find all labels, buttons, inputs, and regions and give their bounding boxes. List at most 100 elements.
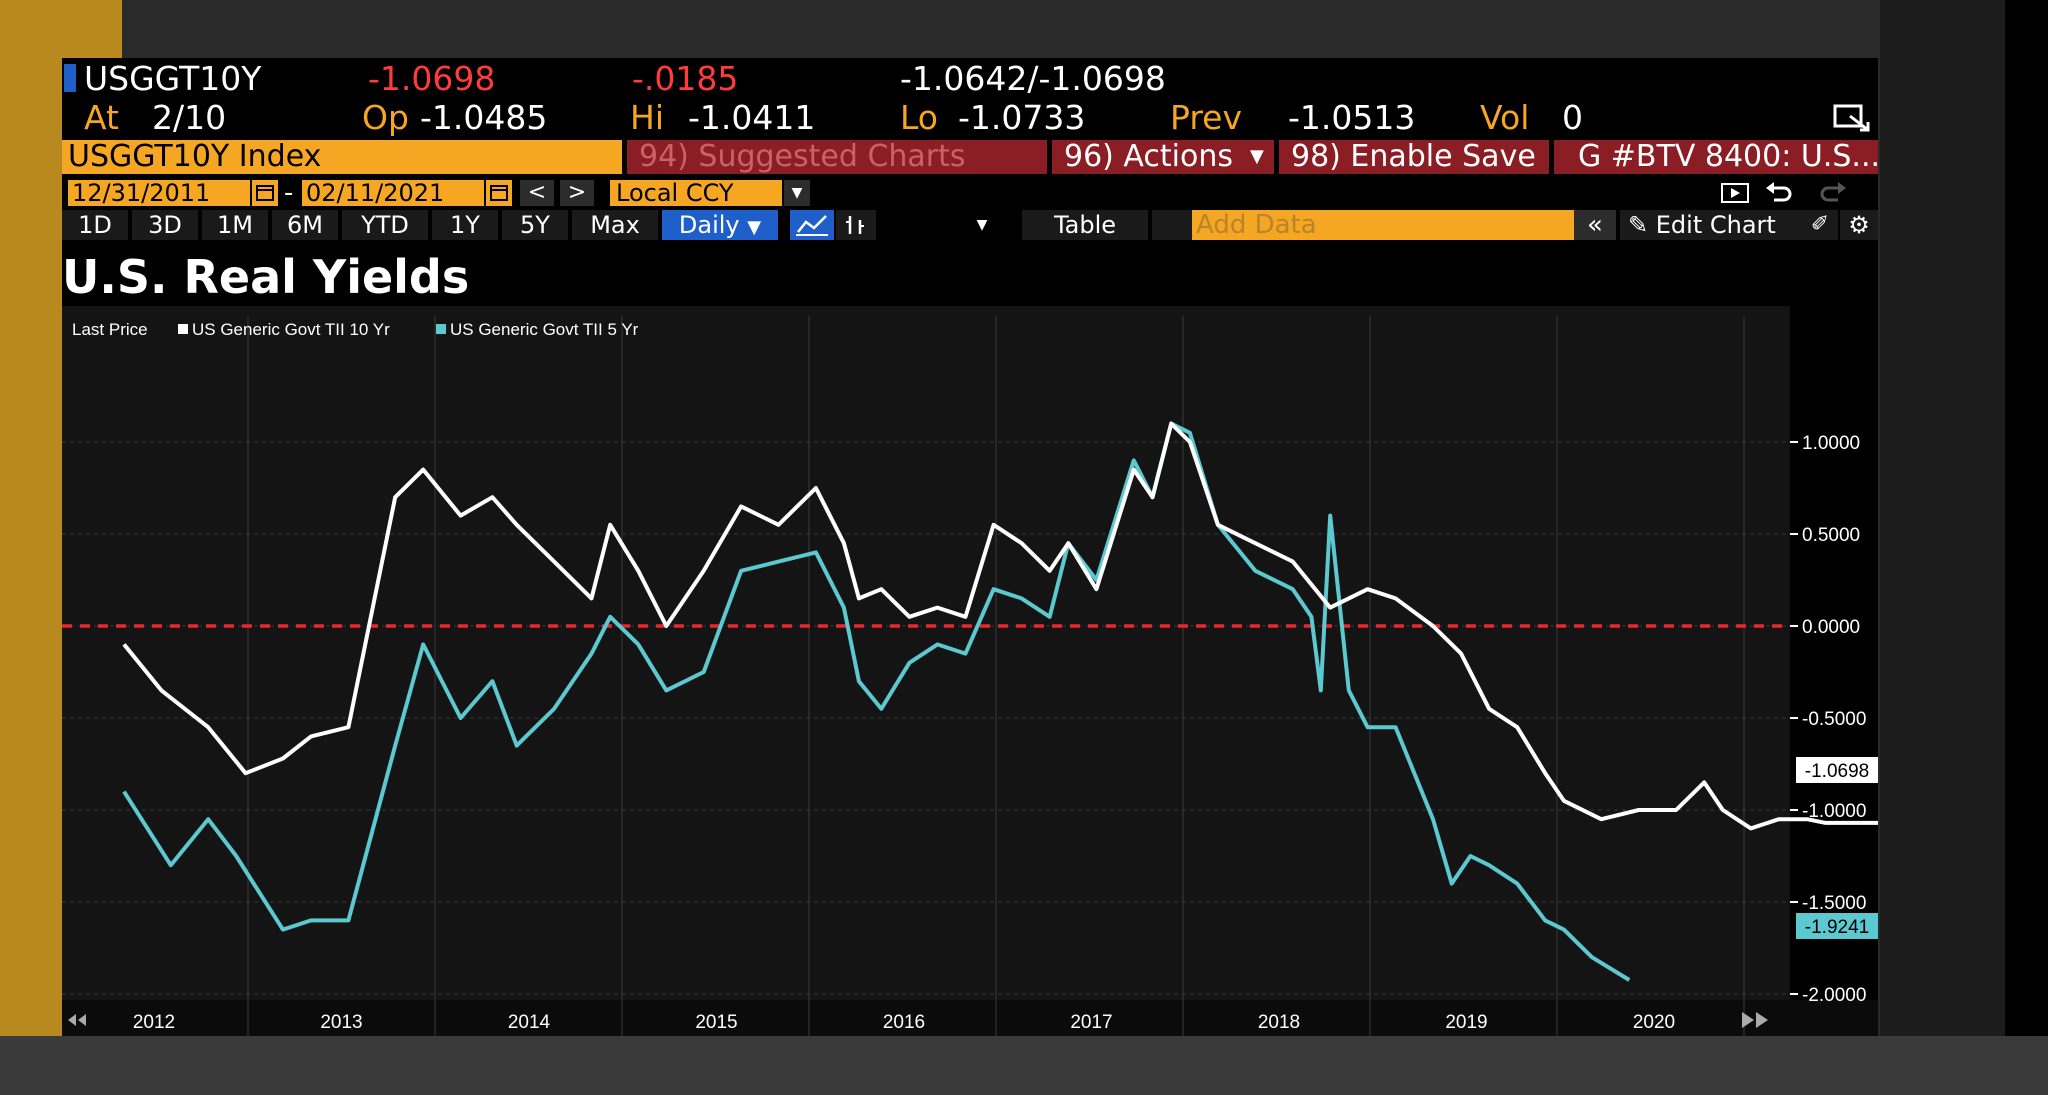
date-bar: 12/31/2011 - 02/11/2021 < > Local CCY ▼ [62,178,1878,208]
y-tick-label: 0.0000 [1802,617,1860,638]
plot-area [62,306,1790,1036]
last-value-5yr: -1.9241 [1805,917,1869,938]
at-label: At [84,98,119,137]
open-value: -1.0485 [420,98,548,137]
x-axis-strip [62,1000,1878,1036]
range-bar: 1D 3D 1M 6M YTD 1Y 5Y Max Daily ▼ ▼ Tabl… [62,210,1878,242]
currency-dropdown-icon[interactable]: ▼ [784,180,810,206]
last-value-badge-10yr: -1.0698 [1796,757,1878,783]
enable-save-label: 98) Enable Save [1291,140,1536,174]
volume-label: Vol [1480,98,1530,137]
prev-value: -1.0513 [1288,98,1416,137]
gear-icon[interactable]: ⚙ [1840,210,1878,240]
net-change: -.0185 [632,59,739,98]
range-3d[interactable]: 3D [132,210,198,240]
annotate-icon[interactable]: ✐ [1810,212,1830,237]
table-button[interactable]: Table [1022,210,1148,240]
legend-swatch-10yr [178,324,188,334]
legend: Last Price US Generic Govt TII 10 Yr US … [72,320,639,339]
undo-icon[interactable] [1762,180,1796,206]
legend-label-5yr: US Generic Govt TII 5 Yr [450,320,639,339]
high-label: Hi [630,98,664,137]
calendar-icon[interactable] [252,180,278,206]
series-line-10yr [122,421,1878,831]
prev-label: Prev [1170,98,1242,137]
bar-chart-icon[interactable] [836,210,876,240]
date-separator: - [284,178,294,208]
quote-line-1: USGGT10Y -1.0698 -.0185 -1.0642/-1.0698 [62,58,1878,98]
quote-line-2: At 2/10 Op -1.0485 Hi -1.0411 Lo -1.0733… [62,98,1878,138]
x-tick-label: 2013 [320,1012,362,1033]
bid-ask: -1.0642/-1.0698 [900,59,1166,98]
legend-prefix: Last Price [72,320,148,339]
add-data-placeholder: Add Data [1196,210,1317,240]
presentation-icon[interactable] [1718,180,1752,206]
edit-chart-button[interactable]: ✎ Edit Chart [1620,210,1838,240]
start-date-value: 12/31/2011 [72,180,211,206]
chevron-right-icon[interactable]: > [560,180,594,206]
range-max[interactable]: Max [572,210,658,240]
range-6m[interactable]: 6M [272,210,338,240]
last-price: -1.0698 [368,59,496,98]
collapse-left-icon[interactable]: « [1574,210,1616,240]
last-value-10yr: -1.0698 [1805,761,1869,782]
suggested-charts-label: 94) Suggested Charts [639,140,966,174]
line-chart: 2012 2013 2014 2015 2016 2017 2018 2019 2020 1.0… [62,306,1878,1036]
ticker-color-marker [64,64,76,92]
frequency-value: Daily [678,211,740,239]
end-date-value: 02/11/2021 [306,180,445,206]
x-tick-label: 2017 [1070,1012,1112,1033]
calendar-icon-end[interactable] [486,180,512,206]
at-value: 2/10 [152,98,227,137]
chevron-left-icon[interactable]: < [520,180,554,206]
range-5y[interactable]: 5Y [502,210,568,240]
x-tick-label: 2015 [695,1012,737,1033]
security-field-label: USGGT10Y Index [68,140,322,174]
frequency-select[interactable]: Daily ▼ [662,210,778,240]
x-tick-label: 2016 [883,1012,925,1033]
y-tick-label: -0.5000 [1802,709,1866,730]
x-tick-label: 2020 [1633,1012,1675,1033]
range-1d[interactable]: 1D [62,210,128,240]
x-axis: 2012 2013 2014 2015 2016 2017 2018 2019 2020 [133,1012,1675,1033]
chevron-down-icon: ▼ [1250,146,1264,167]
legend-label-10yr: US Generic Govt TII 10 Yr [192,320,390,339]
currency-select[interactable]: Local CCY [610,180,782,206]
actions-label: 96) Actions [1064,140,1233,174]
low-label: Lo [900,98,938,137]
range-ytd[interactable]: YTD [342,210,428,240]
legend-swatch-5yr [436,324,446,334]
y-tick-label: 1.0000 [1802,433,1860,454]
chart-title: U.S. Real Yields [62,250,470,304]
redo-icon[interactable] [1816,180,1850,206]
open-label: Op [362,98,409,137]
y-tick-label: -1.5000 [1802,893,1866,914]
y-axis: 1.0000 0.5000 0.0000 -0.5000 -1.0000 -1.5000 -… [1790,433,1866,1006]
currency-value: Local CCY [616,180,734,206]
scroll-left-icon[interactable] [68,1014,86,1026]
scroll-right-icon[interactable] [1742,1012,1768,1028]
series-line-5yr [122,421,1631,982]
volume-value: 0 [1562,98,1583,137]
enable-save-button[interactable]: 98) Enable Save [1279,140,1549,174]
actions-button[interactable]: 96) Actions ▼ [1052,140,1274,174]
last-value-badge-5yr: -1.9241 [1796,913,1878,939]
security-field[interactable]: USGGT10Y Index [62,140,622,174]
chevron-down-icon: ▼ [747,217,762,238]
suggested-charts-button[interactable]: 94) Suggested Charts [627,140,1047,174]
action-bar: USGGT10Y Index 94) Suggested Charts 96) … [62,140,1878,174]
range-1y[interactable]: 1Y [432,210,498,240]
x-tick-label: 2012 [133,1012,175,1033]
x-tick-label: 2018 [1258,1012,1300,1033]
y-tick-label: -2.0000 [1802,985,1866,1006]
range-1m[interactable]: 1M [202,210,268,240]
btv-link[interactable]: G #BTV 8400: U.S... [1554,140,1878,174]
line-chart-icon[interactable] [790,210,834,240]
add-data-field[interactable]: Add Data [1192,210,1612,240]
high-value: -1.0411 [688,98,816,137]
start-date-field[interactable]: 12/31/2011 [68,180,250,206]
end-date-field[interactable]: 02/11/2021 [302,180,484,206]
popout-icon[interactable] [1832,100,1872,134]
chart-type-dropdown-icon[interactable]: ▼ [976,217,988,233]
y-tick-label: -1.0000 [1802,801,1866,822]
